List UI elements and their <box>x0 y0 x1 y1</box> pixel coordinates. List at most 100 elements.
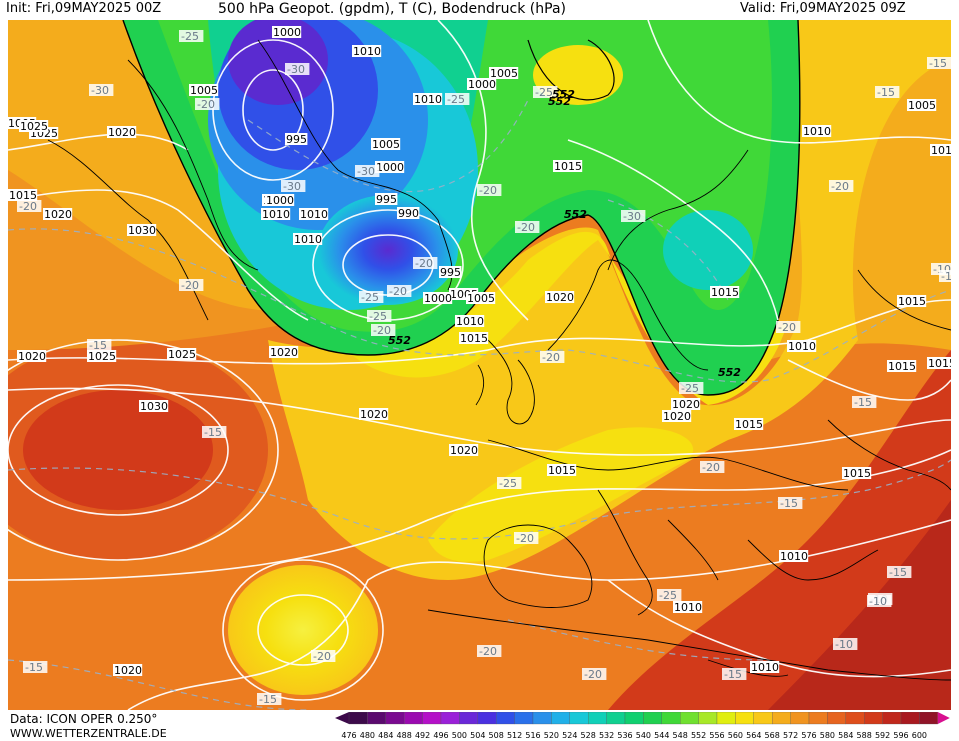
temp-label-bg <box>257 693 282 705</box>
geopotential-label: 552 <box>564 208 587 221</box>
legend-swatch <box>827 712 846 725</box>
isobar-label: 1020 <box>546 291 574 304</box>
legend-value: 584 <box>838 731 853 740</box>
temperature-label: -15 <box>25 661 43 674</box>
isobar-label-bg <box>455 315 485 327</box>
temperature-label: -30 <box>287 63 305 76</box>
legend-swatch <box>367 712 386 725</box>
isobar-label-bg <box>359 408 389 420</box>
temp-label-bg <box>179 30 204 42</box>
isobar-label: 1015 <box>711 286 739 299</box>
legend-swatch <box>753 712 773 725</box>
website: WWW.WETTERZENTRALE.DE <box>10 727 167 740</box>
isobar-label: 1005 <box>467 292 495 305</box>
legend-value: 488 <box>397 731 412 740</box>
legend-value: 572 <box>783 731 798 740</box>
temperature-label: -20 <box>778 321 796 334</box>
isobar-label-bg <box>272 26 302 38</box>
temp-label-bg <box>367 310 392 322</box>
isobar-label: 1025 <box>168 348 196 361</box>
isobar-label-bg <box>285 133 308 145</box>
isobar-label-bg <box>897 295 927 307</box>
legend-value: 480 <box>360 731 375 740</box>
isobar-label-bg <box>671 398 701 410</box>
legend-value: 548 <box>673 731 688 740</box>
legend-value: 500 <box>452 731 467 740</box>
legend-swatch <box>532 712 552 725</box>
isobar-label-bg <box>397 207 420 219</box>
temp-label-bg <box>533 86 558 98</box>
temp-label-bg <box>540 351 565 363</box>
legend-value: 496 <box>433 731 448 740</box>
isobar-label: 1015 <box>898 295 926 308</box>
isobar-label: 1015 <box>928 357 951 370</box>
temp-label-bg <box>939 270 951 282</box>
isobar-label-bg <box>466 292 496 304</box>
isobar-label: 1020 <box>44 208 72 221</box>
temperature-label: -25 <box>369 310 387 323</box>
isobar-label-bg <box>662 410 692 422</box>
legend-swatch <box>404 712 423 725</box>
isobar-label-bg <box>107 126 137 138</box>
temperature-label: -25 <box>181 30 199 43</box>
isobar-label-bg <box>787 340 817 352</box>
temp-label-bg <box>89 84 114 96</box>
temperature-label: -10 <box>869 595 887 608</box>
temperature-label: -15 <box>941 270 951 283</box>
isobar-label: 1020 <box>108 126 136 139</box>
temp-label-bg <box>87 339 112 351</box>
isobar-label-bg <box>352 45 382 57</box>
isobar-label-bg <box>423 292 453 304</box>
temp-label-bg <box>281 180 306 192</box>
temperature-label: -20 <box>702 461 720 474</box>
temperature-label: -30 <box>91 84 109 97</box>
isobar-label-bg <box>167 348 197 360</box>
legend-swatch <box>477 712 497 725</box>
temp-label-bg <box>582 668 607 680</box>
geopotential-label: 552 <box>548 95 571 108</box>
temperature-label: -15 <box>204 426 222 439</box>
legend-swatch <box>772 712 791 725</box>
legend-value: 596 <box>893 731 908 740</box>
isobar-label-bg <box>43 208 73 220</box>
isobar-label-bg <box>375 161 405 173</box>
isobar-label-bg <box>907 99 937 111</box>
map-title: 500 hPa Geopot. (gpdm), T (C), Bodendruc… <box>218 1 566 17</box>
contour-552 <box>122 20 801 396</box>
legend-swatch <box>606 712 626 725</box>
isobar-label: 1005 <box>190 84 218 97</box>
isobar-label: 1010 <box>300 208 328 221</box>
isobar-label-bg <box>930 144 951 156</box>
isobar-label: 1030 <box>140 400 168 413</box>
legend-value: 544 <box>654 731 669 740</box>
temp-label-bg <box>497 477 522 489</box>
legend-value: 484 <box>378 731 393 740</box>
isobar-label: 1005 <box>372 138 400 151</box>
valid-time: Valid: Fri,09MAY2025 09Z <box>740 1 906 16</box>
legend-arrow-right <box>937 712 950 724</box>
isobar-label-bg <box>87 350 117 362</box>
legend-swatch <box>808 712 828 725</box>
isobar-label-bg <box>371 138 401 150</box>
temperature-label: -15 <box>724 668 742 681</box>
isobar-label: 1020 <box>360 408 388 421</box>
isobar-label: 1020 <box>663 410 691 423</box>
legend-swatch <box>496 712 515 725</box>
map-header: Init: Fri,09MAY2025 00Z 500 hPa Geopot. … <box>0 0 959 20</box>
isobar-label-bg <box>710 286 740 298</box>
field-cutoff-low <box>228 565 378 695</box>
temperature-label: -20 <box>517 221 535 234</box>
temp-label-bg <box>311 650 336 662</box>
isobar-label-bg <box>459 332 489 344</box>
legend-value: 520 <box>544 731 559 740</box>
temperature-label: -15 <box>854 396 872 409</box>
temperature-label: -20 <box>197 98 215 111</box>
temperature-label: -20 <box>584 668 602 681</box>
legend-value: 536 <box>617 731 632 740</box>
temperature-label: -20 <box>373 324 391 337</box>
temperature-label: -20 <box>181 279 199 292</box>
isobar-label: 1020 <box>18 350 46 363</box>
temperature-label: -25 <box>447 93 465 106</box>
isobar-label: 1015 <box>843 467 871 480</box>
